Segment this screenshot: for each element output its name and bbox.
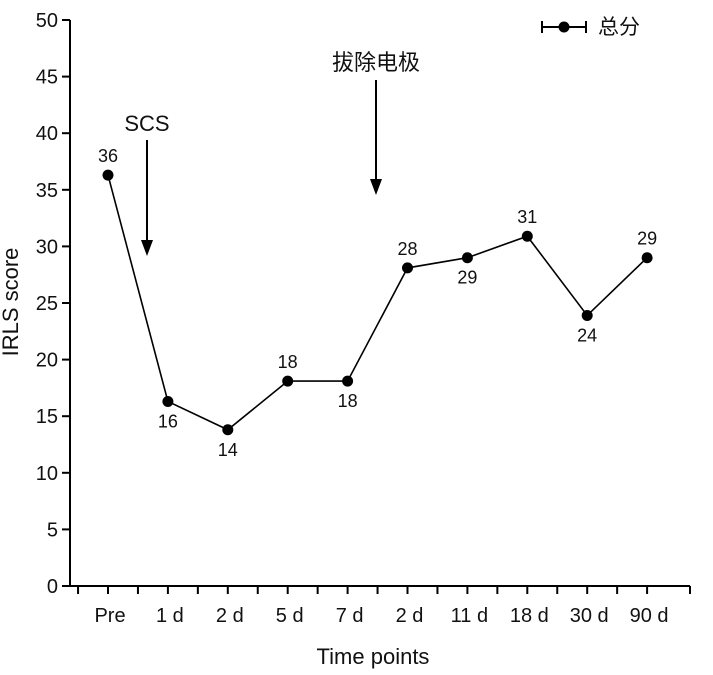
x-tick-label: 7 d	[336, 605, 364, 627]
annotation-arrow-head	[370, 179, 382, 195]
y-tick-label: 40	[36, 123, 58, 145]
data-label: 16	[158, 411, 178, 431]
x-tick-label: 18 d	[510, 605, 549, 627]
y-tick-label: 5	[47, 519, 58, 541]
annotation-arrow-head	[141, 240, 153, 256]
y-tick-label: 45	[36, 67, 58, 89]
series-total-score: 36 16 14 18 18 28 29 31 24 29	[98, 146, 657, 460]
legend-label: 总分	[598, 15, 640, 39]
data-point	[521, 230, 533, 242]
y-tick-label: 10	[36, 463, 58, 485]
data-point	[581, 309, 593, 321]
y-axis: 0 5 10 15 20 25 30 35 40 45 50	[36, 10, 71, 598]
x-tick-label: 2 d	[216, 605, 244, 627]
series-line	[107, 174, 648, 431]
data-label: 28	[397, 239, 417, 259]
data-point	[102, 169, 114, 181]
data-point	[342, 375, 354, 387]
y-tick-label: 15	[36, 406, 58, 428]
x-tick-label: 90 d	[630, 605, 669, 627]
x-tick-label: Pre	[94, 605, 125, 627]
data-label: 24	[577, 325, 597, 345]
data-label: 36	[98, 146, 118, 166]
y-tick-label: 20	[36, 350, 58, 372]
x-tick-label: 2 d	[396, 605, 424, 627]
data-label: 29	[637, 229, 657, 249]
legend-marker	[558, 21, 570, 33]
y-tick-label: 25	[36, 293, 58, 315]
x-axis-title: Time points	[317, 644, 430, 669]
data-point	[641, 252, 653, 264]
x-tick-label: 5 d	[276, 605, 304, 627]
y-axis-title: IRLS score	[0, 248, 23, 357]
data-point	[402, 262, 413, 274]
y-tick-label: 50	[36, 10, 58, 32]
x-tick-label: 1 d	[156, 605, 184, 627]
annotation-label: 拔除电极	[332, 50, 420, 75]
data-label: 18	[338, 391, 358, 411]
data-label: 31	[517, 207, 537, 227]
y-tick-label: 30	[36, 236, 58, 258]
x-tick-label: 11 d	[451, 605, 488, 627]
data-label: 18	[278, 352, 298, 372]
data-label: 29	[457, 268, 477, 288]
annotation-label: SCS	[124, 111, 169, 136]
data-label: 14	[218, 440, 238, 460]
x-axis: Pre 1 d 2 d 5 d 7 d 2 d 11 d 18 d 30 d 90 d	[70, 585, 691, 627]
y-tick-label: 35	[36, 180, 58, 202]
legend: 总分	[541, 15, 640, 39]
x-tick-label: 30 d	[570, 605, 609, 627]
data-point	[222, 424, 234, 436]
data-point	[461, 252, 473, 264]
data-point	[162, 395, 174, 407]
y-tick-label: 0	[47, 576, 58, 598]
data-point	[282, 375, 294, 387]
annotations: SCS 拔除电极	[124, 50, 420, 256]
